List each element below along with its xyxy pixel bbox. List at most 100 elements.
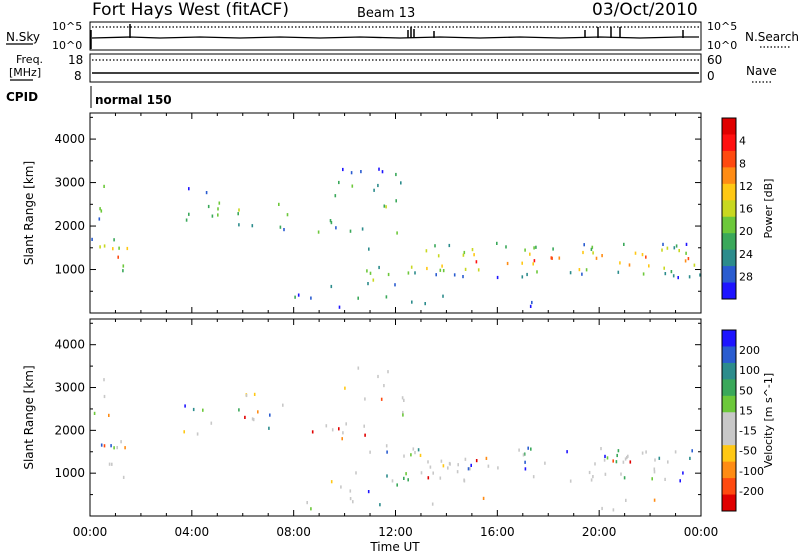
data-point [634,251,637,255]
data-point [699,273,701,277]
data-point [427,460,429,464]
data-point [666,246,669,250]
data-point [210,421,213,425]
data-point [677,276,679,280]
data-point [651,477,653,481]
data-point [623,242,625,246]
data-point [654,458,656,462]
data-point [103,378,105,382]
data-point [456,470,459,474]
data-point [522,453,525,457]
data-point [379,503,381,507]
data-point [366,269,368,273]
data-point [297,293,300,297]
data-point [402,410,404,415]
date-label: 03/Oct/2010 [592,0,698,20]
data-point [591,245,594,249]
data-point [367,490,370,494]
data-point [536,270,538,274]
nsearch-label: N.Search [745,30,799,44]
data-point [122,269,124,273]
data-point [594,462,596,466]
data-point [401,396,404,400]
data-point [395,199,397,203]
data-point [590,478,593,482]
data-point [664,272,667,276]
data-point [352,500,354,504]
data-point [91,237,93,241]
data-point [112,247,114,251]
colorbar-segment [722,200,736,218]
nsky-tick-bottom: 10^0 [52,39,82,52]
data-point [245,393,248,398]
data-point [463,250,466,255]
data-point [687,257,690,261]
x-axis-label: Time UT [369,540,420,554]
data-point [349,229,352,233]
data-point [592,475,594,479]
data-point [505,245,507,249]
data-point [462,253,465,257]
data-point [622,460,625,464]
data-point [350,171,353,175]
data-point [642,272,645,276]
colorbar-tick-label: -50 [739,445,757,458]
x-tick-label: 00:00 [73,525,108,539]
data-point [278,202,280,206]
data-point [403,398,405,402]
data-point [252,418,255,422]
data-point [279,225,282,229]
data-point [183,430,185,434]
data-point [620,472,622,476]
data-point [641,451,644,455]
data-point [569,479,572,483]
colorbar-tick-label: 15 [739,404,753,417]
data-point [417,448,420,452]
data-point [524,467,527,471]
data-point [662,242,664,246]
data-point [447,466,449,470]
data-point [673,246,676,250]
data-point [600,447,602,451]
data-point [471,248,474,252]
data-point [251,224,254,228]
data-point [383,384,385,388]
data-point [439,476,442,480]
nave-tick-bottom: 0 [707,69,715,83]
data-point [470,463,472,467]
data-point [411,300,413,304]
data-point [338,180,340,185]
power-colorbar: 4 8 12 16 20 24 28 Power [dB] [721,117,775,300]
data-point [624,457,627,461]
beam-label: Beam 13 [357,6,415,21]
data-point [117,255,119,259]
velocity-y-label: Slant Range [km] [22,365,36,469]
data-point [578,268,581,272]
data-point [385,295,388,299]
data-point [679,479,681,483]
data-point [310,296,312,300]
colorbar-tick-label: -200 [739,485,764,498]
data-point [330,284,333,289]
power-frame [89,112,702,314]
data-point [670,270,673,274]
data-point [434,244,436,248]
data-point [381,170,384,174]
power-colorbar-label: Power [dB] [762,179,775,239]
power-data-points [91,167,701,309]
data-point [533,259,536,263]
data-point [449,462,451,466]
data-point [211,214,214,218]
data-point [103,394,106,399]
data-point [217,207,219,211]
data-point [414,451,416,455]
data-point [664,477,666,481]
data-point [391,479,394,483]
plot-title: Fort Hays West (fitACF) [92,0,289,20]
data-point [653,467,656,471]
data-point [617,270,620,274]
data-point [675,244,678,248]
colorbar-tick-label: 100 [739,364,760,377]
data-point [110,444,112,448]
data-point [349,489,352,493]
